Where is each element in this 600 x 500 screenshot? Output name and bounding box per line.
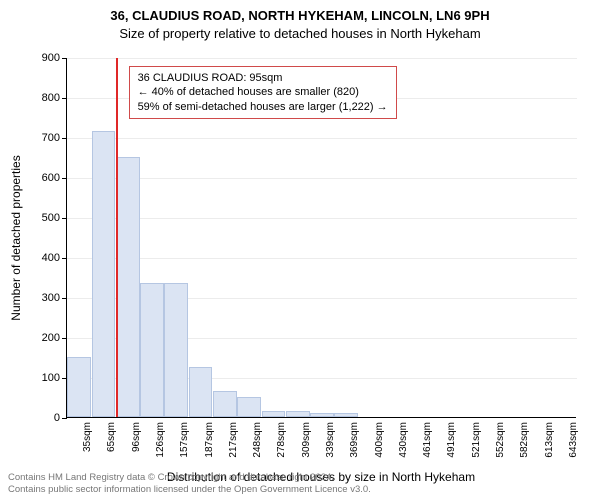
gridline <box>67 178 577 179</box>
ytick-label: 100 <box>42 372 60 384</box>
bar <box>237 397 261 417</box>
bar <box>334 413 358 417</box>
ytick-mark <box>62 298 67 299</box>
xtick-label: 278sqm <box>276 422 287 458</box>
ytick-label: 500 <box>42 212 60 224</box>
bar <box>140 283 164 417</box>
xtick-label: 309sqm <box>301 422 312 458</box>
ytick-label: 0 <box>54 412 60 424</box>
xtick-label: 643sqm <box>568 422 579 458</box>
info-line-3: 59% of semi-detached houses are larger (… <box>138 100 388 114</box>
xtick-label: 369sqm <box>349 422 360 458</box>
xtick-label: 187sqm <box>204 422 215 458</box>
info-box: 36 CLAUDIUS ROAD: 95sqm ← 40% of detache… <box>129 66 397 119</box>
xtick-label: 582sqm <box>519 422 530 458</box>
xtick-label: 248sqm <box>252 422 263 458</box>
gridline <box>67 218 577 219</box>
footer-line-1: Contains HM Land Registry data © Crown c… <box>8 472 371 484</box>
xtick-label: 552sqm <box>495 422 506 458</box>
ytick-label: 300 <box>42 292 60 304</box>
ytick-mark <box>62 418 67 419</box>
info-line-2: ← 40% of detached houses are smaller (82… <box>138 85 388 99</box>
ytick-mark <box>62 98 67 99</box>
xtick-label: 430sqm <box>398 422 409 458</box>
ytick-label: 900 <box>42 52 60 64</box>
info-line-1: 36 CLAUDIUS ROAD: 95sqm <box>138 71 388 85</box>
ytick-label: 200 <box>42 332 60 344</box>
xtick-label: 339sqm <box>325 422 336 458</box>
ytick-mark <box>62 258 67 259</box>
ytick-mark <box>62 178 67 179</box>
chart-container: 36, CLAUDIUS ROAD, NORTH HYKEHAM, LINCOL… <box>0 0 600 500</box>
gridline <box>67 58 577 59</box>
gridline <box>67 258 577 259</box>
ytick-mark <box>62 338 67 339</box>
xtick-label: 126sqm <box>155 422 166 458</box>
xtick-label: 217sqm <box>228 422 239 458</box>
ytick-label: 700 <box>42 132 60 144</box>
xtick-label: 65sqm <box>106 422 117 452</box>
bar <box>310 413 334 417</box>
xtick-label: 400sqm <box>374 422 385 458</box>
title-line-2: Size of property relative to detached ho… <box>0 26 600 42</box>
ytick-label: 600 <box>42 172 60 184</box>
xtick-label: 491sqm <box>446 422 457 458</box>
xtick-label: 35sqm <box>82 422 93 452</box>
footer: Contains HM Land Registry data © Crown c… <box>8 472 371 496</box>
gridline <box>67 138 577 139</box>
bar <box>213 391 237 417</box>
bar <box>189 367 213 417</box>
bar <box>116 157 140 417</box>
bar <box>67 357 91 417</box>
bar <box>262 411 286 417</box>
marker-line <box>116 58 118 417</box>
ytick-label: 800 <box>42 92 60 104</box>
chart-region: Number of detached properties 36 CLAUDIU… <box>66 58 576 418</box>
ytick-mark <box>62 58 67 59</box>
ytick-mark <box>62 218 67 219</box>
ytick-label: 400 <box>42 252 60 264</box>
title-block: 36, CLAUDIUS ROAD, NORTH HYKEHAM, LINCOL… <box>0 0 600 43</box>
bar <box>286 411 310 417</box>
ytick-mark <box>62 138 67 139</box>
xtick-label: 613sqm <box>544 422 555 458</box>
title-line-1: 36, CLAUDIUS ROAD, NORTH HYKEHAM, LINCOL… <box>0 8 600 24</box>
xtick-label: 157sqm <box>179 422 190 458</box>
xtick-label: 96sqm <box>131 422 142 452</box>
bar <box>164 283 188 417</box>
xtick-label: 461sqm <box>422 422 433 458</box>
xtick-label: 521sqm <box>471 422 482 458</box>
bar <box>92 131 116 417</box>
footer-line-2: Contains public sector information licen… <box>8 484 371 496</box>
y-axis-label: Number of detached properties <box>9 155 23 320</box>
